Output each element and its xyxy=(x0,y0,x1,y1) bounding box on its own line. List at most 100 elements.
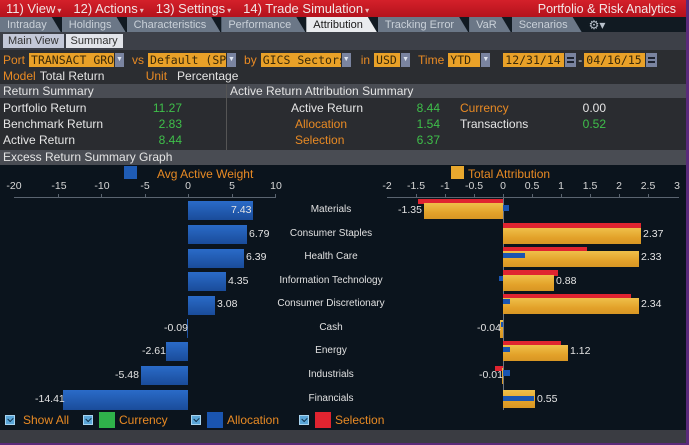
model-value[interactable]: Total Return xyxy=(39,68,105,83)
currency-field[interactable]: USD xyxy=(374,52,401,67)
parameters-panel: Port TRANSACT GROW ▼ vs Default (SPX) ▼ … xyxy=(0,50,686,84)
allocation-bar-financials xyxy=(503,396,534,401)
axis-tick-mark xyxy=(532,194,533,198)
show-all-checkbox[interactable] xyxy=(5,415,15,425)
menu-trade-simulation[interactable]: 14) Trade Simulation ▾ xyxy=(237,1,375,16)
weight-label-consumer-staples: 6.79 xyxy=(249,228,270,240)
weight-bar-industrials xyxy=(141,366,188,385)
axis-tick: 1 xyxy=(558,180,564,192)
allocation-bar-industrials xyxy=(503,370,510,376)
axis-tick: -15 xyxy=(51,180,67,192)
attr-active-return-value: 8.44 xyxy=(416,101,440,115)
attr-currency-label: Currency xyxy=(460,101,509,115)
tab-characteristics[interactable]: Characteristics xyxy=(127,17,221,32)
axis-tick-mark xyxy=(232,194,233,198)
currency-label[interactable]: Currency xyxy=(119,413,168,427)
tab-bar: Intraday Holdings Characteristics Perfor… xyxy=(0,17,686,32)
total-bar-health-care xyxy=(503,251,639,267)
category-information-technology: Information Technology xyxy=(279,275,383,286)
weight-bar-cash xyxy=(187,319,188,338)
axis-tick-mark xyxy=(145,194,146,198)
portfolio-field[interactable]: TRANSACT GROW xyxy=(29,52,115,67)
total-bar-materials xyxy=(424,203,503,219)
subtab-main-view[interactable]: Main View xyxy=(3,34,64,48)
graph-header: Excess Return Summary Graph xyxy=(0,150,686,165)
selection-label[interactable]: Selection xyxy=(335,413,385,427)
summary-divider xyxy=(226,84,227,150)
weight-bar-financials xyxy=(63,390,188,410)
total-label-materials: -1.35 xyxy=(398,204,422,216)
menu-trade-simulation-label: 14) Trade Simulation xyxy=(243,1,364,16)
total-bar-information-technology xyxy=(503,275,554,291)
attr-allocation-value: 1.54 xyxy=(416,117,440,131)
calendar-icon[interactable] xyxy=(565,52,577,67)
dropdown-arrow-icon[interactable]: ▼ xyxy=(481,52,491,67)
weight-bar-consumer-discretionary xyxy=(188,296,215,315)
end-date-field[interactable]: 04/16/15 xyxy=(584,52,646,67)
axis-tick-mark xyxy=(474,194,475,198)
tab-tracking-error[interactable]: Tracking Error xyxy=(378,17,468,32)
allocation-swatch xyxy=(207,412,223,428)
axis-tick: 2 xyxy=(616,180,622,192)
weight-bar-consumer-staples xyxy=(188,225,247,244)
allocation-checkbox[interactable] xyxy=(191,415,201,425)
menu-actions[interactable]: 12) Actions ▾ xyxy=(67,1,149,16)
total-attribution-legend: Total Attribution xyxy=(468,167,551,181)
dropdown-arrow-icon[interactable]: ▼ xyxy=(401,52,411,67)
dropdown-arrow-icon[interactable]: ▼ xyxy=(115,52,125,67)
axis-tick: -1 xyxy=(440,180,450,192)
weight-bar-health-care xyxy=(188,249,244,268)
gear-icon[interactable]: ⚙▾ xyxy=(588,17,606,32)
parameters-row-1: Port TRANSACT GROW ▼ vs Default (SPX) ▼ … xyxy=(0,51,658,68)
benchmark-field[interactable]: Default (SPX) xyxy=(148,52,227,67)
axis-tick-mark xyxy=(58,194,59,198)
right-axis-line xyxy=(387,197,679,198)
menu-view[interactable]: 11) View ▾ xyxy=(0,1,67,16)
benchmark-return-value: 2.83 xyxy=(158,117,182,131)
subtab-summary[interactable]: Summary xyxy=(65,34,123,48)
selection-bar-health-care xyxy=(503,247,587,252)
vs-label: vs xyxy=(132,52,145,67)
axis-tick: -5 xyxy=(140,180,150,192)
tab-attribution[interactable]: Attribution xyxy=(306,17,377,32)
axis-tick: -0.5 xyxy=(464,180,484,192)
tab-holdings[interactable]: Holdings xyxy=(62,17,126,32)
dropdown-arrow-icon[interactable]: ▼ xyxy=(227,52,237,67)
weight-bar-information-technology xyxy=(188,272,226,291)
time-period-field[interactable]: YTD xyxy=(448,52,481,67)
currency-swatch xyxy=(99,412,115,428)
in-label: in xyxy=(360,52,371,67)
category-energy: Energy xyxy=(315,345,347,356)
weight-label-information-technology: 4.35 xyxy=(228,275,249,287)
weight-bar-materials xyxy=(188,201,253,220)
dropdown-arrow-icon[interactable]: ▼ xyxy=(341,52,351,67)
show-all-label[interactable]: Show All xyxy=(23,413,70,427)
active-return-value: 8.44 xyxy=(158,133,182,147)
unit-value[interactable]: Percentage xyxy=(177,68,239,83)
selection-swatch xyxy=(315,412,331,428)
tab-scenarios[interactable]: Scenarios xyxy=(512,17,582,32)
grouping-field[interactable]: GICS Sectors xyxy=(260,52,341,67)
allocation-label[interactable]: Allocation xyxy=(227,413,280,427)
allocation-bar-consumer-discretionary xyxy=(503,299,510,304)
allocation-bar-materials xyxy=(503,205,509,211)
attr-selection-label: Selection xyxy=(295,133,345,147)
calendar-icon[interactable] xyxy=(646,52,658,67)
return-summary-header: Return Summary xyxy=(0,84,226,98)
tab-performance[interactable]: Performance xyxy=(221,17,305,32)
currency-checkbox[interactable] xyxy=(83,415,93,425)
tab-var[interactable]: VaR xyxy=(469,17,511,32)
axis-tick: -1.5 xyxy=(406,180,426,192)
selection-bar-energy xyxy=(503,341,561,346)
axis-tick-mark xyxy=(648,194,649,198)
tab-intraday[interactable]: Intraday xyxy=(0,17,61,32)
axis-tick-mark xyxy=(590,194,591,198)
selection-bar-materials xyxy=(418,199,503,204)
total-label-information-technology: 0.88 xyxy=(556,275,577,287)
axis-tick: 0.5 xyxy=(524,180,540,192)
start-date-field[interactable]: 12/31/14 xyxy=(503,52,565,67)
menu-settings[interactable]: 13) Settings ▾ xyxy=(150,1,237,16)
selection-bar-information-technology xyxy=(503,270,558,276)
total-label-financials: 0.55 xyxy=(537,393,558,405)
selection-checkbox[interactable] xyxy=(299,415,309,425)
